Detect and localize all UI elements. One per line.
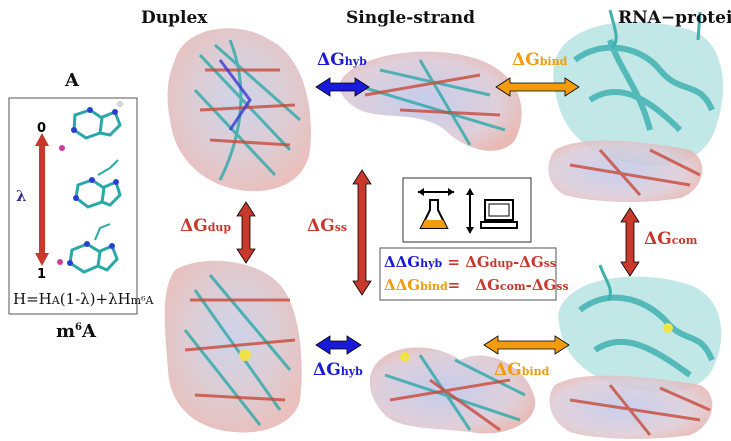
bind-arrow-top [495, 77, 580, 97]
nucleobase-m6a-structure [57, 223, 119, 274]
header-duplex: Duplex [141, 8, 208, 28]
header-single-strand: Single-strand [346, 8, 475, 28]
label-dg-bind-top: ΔGbind [512, 50, 568, 70]
monomer-m6a-label: m6A [56, 321, 96, 342]
hyb-arrow-top [315, 77, 370, 97]
label-dg-ss: ΔGss [307, 216, 348, 236]
com-arrow [620, 207, 640, 277]
single-strand-a-molecule [340, 51, 522, 151]
equation-ddg-hyb: ΔΔGhyb = ΔGdup-ΔGss [384, 253, 557, 271]
dup-arrow [236, 201, 256, 264]
equation-ddg-bind: ΔΔGbind= ΔGcom-ΔGss [384, 276, 569, 294]
rna-protein-m6a-complex [549, 264, 722, 439]
hyb-arrow-bottom [315, 335, 362, 355]
lambda-arrow [35, 133, 49, 266]
duplex-a-molecule [167, 28, 311, 192]
monomer-a-label: A [65, 70, 79, 91]
header-rna-protein: RNA−protein [618, 8, 731, 28]
equations-box-frame [379, 247, 557, 301]
rna-protein-a-complex [548, 9, 723, 202]
lambda-symbol: λ [16, 187, 27, 205]
computer-icon [466, 188, 518, 234]
label-dg-bind-bottom: ΔGbind [494, 360, 550, 380]
label-dg-hyb-bottom: ΔGhyb [313, 360, 363, 380]
nucleobase-intermediate-structure [73, 159, 122, 209]
bind-arrow-bottom [483, 335, 570, 355]
lambda-start-label: 0 [37, 121, 47, 136]
single-strand-m6a-molecule [369, 347, 536, 434]
label-dg-hyb-top: ΔGhyb [317, 50, 367, 70]
label-dg-com: ΔGcom [644, 229, 698, 249]
duplex-m6a-molecule [164, 260, 302, 433]
hamiltonian-formula: H=HA(1-λ)+λHm⁶A [13, 290, 154, 308]
method-box-frame [402, 177, 532, 243]
ss-arrow [352, 169, 372, 296]
nucleobase-a-structure [59, 101, 123, 151]
label-dg-dup: ΔGdup [180, 216, 232, 236]
lambda-panel-frame [8, 97, 138, 315]
lambda-end-label: 1 [37, 267, 47, 282]
flask-icon [418, 188, 454, 229]
